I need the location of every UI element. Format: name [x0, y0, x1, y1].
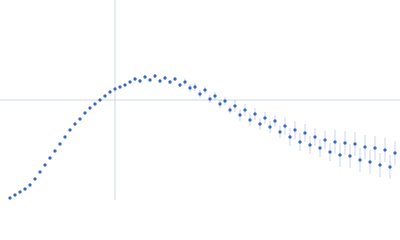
- data-point: [243, 108, 247, 112]
- data-point: [18, 190, 22, 194]
- data-point: [258, 122, 262, 126]
- data-point: [363, 145, 367, 149]
- data-point: [268, 125, 272, 129]
- data-point: [378, 163, 382, 167]
- data-point: [48, 156, 52, 160]
- data-point: [358, 158, 362, 162]
- data-point: [308, 143, 312, 147]
- data-point: [348, 154, 352, 158]
- data-point: [298, 140, 302, 144]
- data-point: [158, 79, 162, 83]
- data-point: [33, 177, 37, 181]
- data-point: [263, 116, 267, 120]
- data-point: [13, 193, 17, 197]
- data-point: [53, 149, 57, 153]
- data-point: [83, 111, 87, 115]
- data-point: [73, 122, 77, 126]
- data-point: [368, 160, 372, 164]
- data-point: [328, 150, 332, 154]
- data-point: [208, 97, 212, 101]
- data-point: [198, 92, 202, 96]
- data-point: [218, 102, 222, 106]
- data-point: [333, 140, 337, 144]
- data-point: [23, 187, 27, 191]
- data-point: [68, 128, 72, 132]
- data-point: [293, 128, 297, 132]
- data-point: [383, 148, 387, 152]
- data-point: [188, 86, 192, 90]
- data-point: [138, 79, 142, 83]
- data-point: [43, 163, 47, 167]
- data-point: [63, 135, 67, 139]
- data-point: [313, 135, 317, 139]
- data-point: [163, 76, 167, 80]
- data-point: [238, 113, 242, 117]
- data-point: [203, 88, 207, 92]
- data-point: [28, 183, 32, 187]
- data-point: [388, 165, 392, 169]
- data-point: [193, 85, 197, 89]
- data-point: [8, 196, 12, 200]
- data-point: [278, 130, 282, 134]
- data-point: [93, 102, 97, 106]
- data-point: [323, 138, 327, 142]
- data-point: [248, 118, 252, 122]
- data-point: [123, 83, 127, 87]
- data-point: [38, 170, 42, 174]
- data-point: [288, 135, 292, 139]
- data-point: [318, 146, 322, 150]
- data-point: [343, 141, 347, 145]
- data-point: [103, 94, 107, 98]
- data-point: [393, 151, 397, 155]
- data-point: [88, 106, 92, 110]
- data-point: [253, 112, 257, 116]
- data-point: [168, 80, 172, 84]
- data-point: [353, 142, 357, 146]
- data-point: [118, 85, 122, 89]
- data-point: [233, 104, 237, 108]
- data-point: [338, 153, 342, 157]
- data-point: [143, 75, 147, 79]
- data-point: [153, 74, 157, 78]
- data-point: [273, 119, 277, 123]
- data-point: [223, 99, 227, 103]
- data-point: [113, 87, 117, 91]
- data-point: [108, 90, 112, 94]
- data-point: [133, 77, 137, 81]
- data-point: [78, 117, 82, 121]
- data-point: [283, 124, 287, 128]
- data-point: [98, 98, 102, 102]
- data-point: [148, 78, 152, 82]
- data-point: [303, 131, 307, 135]
- chart: [0, 0, 400, 200]
- data-point: [178, 83, 182, 87]
- data-point: [128, 80, 132, 84]
- data-point: [58, 142, 62, 146]
- data-point: [183, 80, 187, 84]
- data-point: [173, 77, 177, 81]
- data-point: [228, 108, 232, 112]
- data-point: [373, 146, 377, 150]
- data-point: [213, 94, 217, 98]
